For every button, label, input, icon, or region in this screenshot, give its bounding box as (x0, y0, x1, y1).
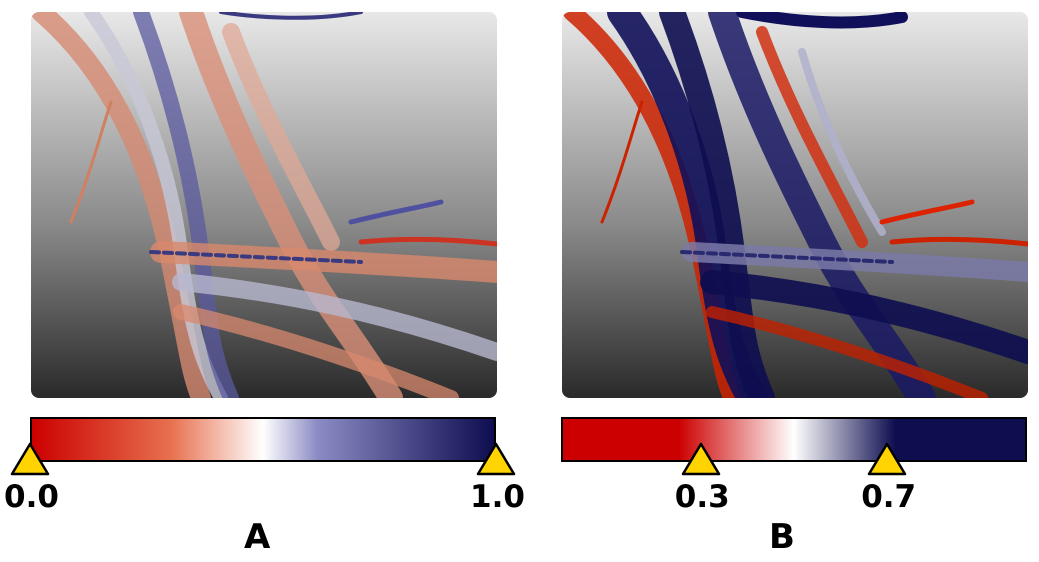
threshold-marker-b-min[interactable] (681, 442, 721, 476)
panel-label-a: A (244, 517, 271, 557)
marker-label-b-min: 0.3 (674, 479, 730, 515)
marker-label-a-max: 1.0 (470, 479, 525, 515)
colorbar-b (561, 417, 1027, 462)
threshold-marker-a-max[interactable] (476, 442, 516, 476)
fiber-tract-render-b (562, 12, 1028, 398)
fiber-tract-render-a (31, 12, 497, 398)
marker-label-b-max: 0.7 (861, 479, 917, 515)
panel-label-b: B (769, 517, 795, 557)
marker-label-a-min: 0.0 (4, 479, 59, 515)
threshold-marker-b-max[interactable] (867, 442, 907, 476)
threshold-marker-a-min[interactable] (10, 442, 50, 476)
colorbar-a (30, 417, 496, 462)
